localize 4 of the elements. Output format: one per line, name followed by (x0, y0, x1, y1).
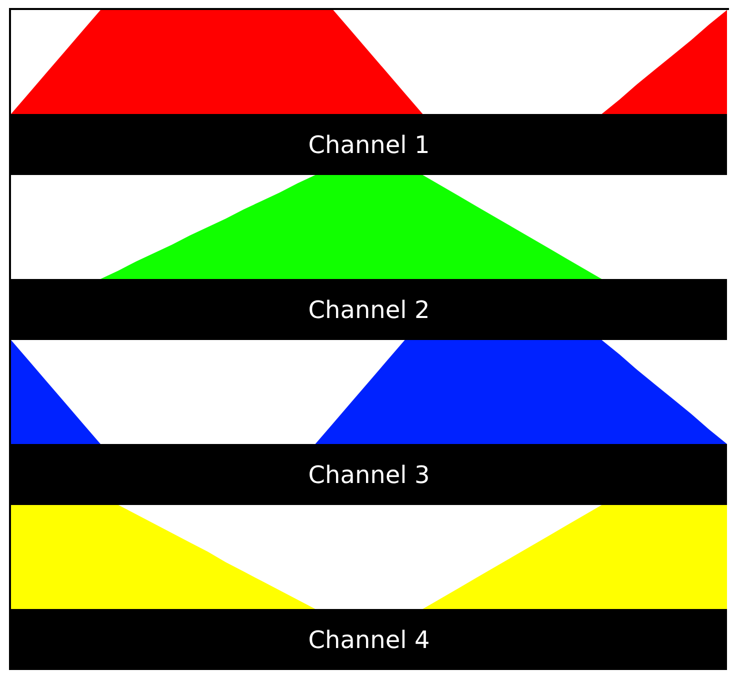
text: Channel 4 (11, 609, 727, 670)
text: Channel 1 (11, 114, 727, 175)
text: Channel 2 (11, 279, 727, 340)
text: Channel 3 (11, 444, 727, 505)
